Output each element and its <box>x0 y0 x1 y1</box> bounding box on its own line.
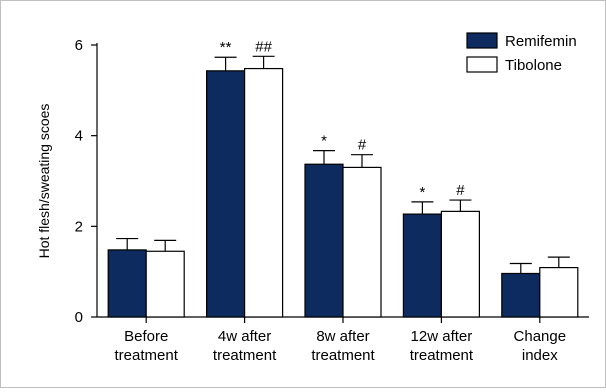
significance-label: ## <box>255 38 272 55</box>
bar-tibolone <box>244 67 284 318</box>
x-tick-label: treatment <box>115 347 179 364</box>
legend-swatch <box>466 32 498 49</box>
significance-label: # <box>456 182 465 199</box>
legend-swatch <box>466 56 498 73</box>
bar-remifemin <box>107 249 147 318</box>
bars <box>107 55 579 318</box>
bar-tibolone <box>440 210 480 318</box>
x-tick-label: Before <box>124 328 168 345</box>
legend: Remifemin Tibolone <box>466 32 577 74</box>
legend-label: Tibolone <box>505 57 562 74</box>
x-tick-label: 12w after <box>411 328 473 345</box>
bar-remifemin <box>501 272 541 318</box>
labels: 0 2 4 6 Hot flesh/sweating scoes Before treatm… <box>36 37 566 364</box>
bar-tibolone <box>539 266 579 318</box>
y-tick-label: 0 <box>75 309 83 326</box>
y-tick-label: 2 <box>75 218 83 235</box>
x-tick-label: 8w after <box>316 328 369 345</box>
y-tick-label: 4 <box>75 128 83 145</box>
legend-label: Remifemin <box>505 33 577 50</box>
x-tick-label: Change <box>514 328 567 345</box>
bar-tibolone <box>342 166 382 318</box>
significance-label: * <box>419 184 425 201</box>
significance-label: * <box>321 133 327 150</box>
significance-label: ** <box>220 39 232 56</box>
x-tick-label: treatment <box>311 347 375 364</box>
x-tick-label: treatment <box>410 347 474 364</box>
bar-remifemin <box>402 213 442 318</box>
x-tick-label: index <box>522 347 558 364</box>
x-tick-label: treatment <box>213 347 277 364</box>
y-tick-label: 6 <box>75 37 83 54</box>
bar-remifemin <box>206 70 246 318</box>
bar-tibolone <box>145 250 185 318</box>
bar-remifemin <box>304 163 344 318</box>
x-tick-label: 4w after <box>218 328 271 345</box>
significance-label: # <box>358 137 367 154</box>
y-axis-label: Hot flesh/sweating scoes <box>36 104 52 259</box>
